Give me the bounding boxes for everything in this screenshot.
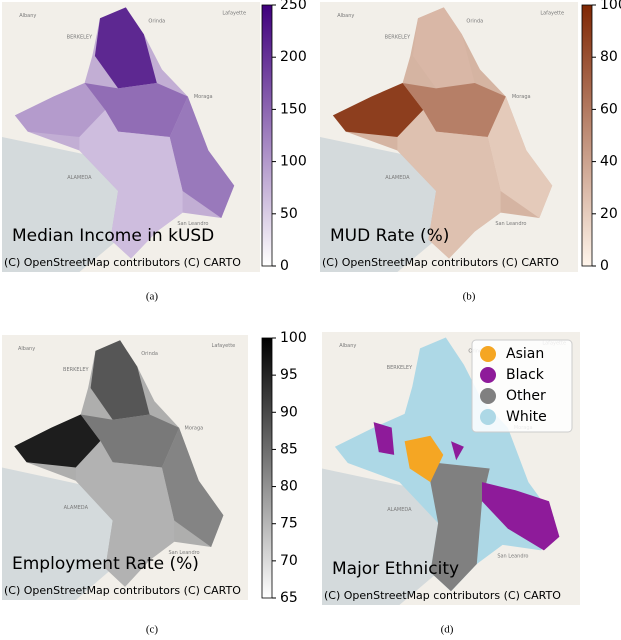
colorbar-tick-label: 100 [280,330,307,346]
place-name: ALAMEDA [385,175,410,181]
colorbar-tick-label: 200 [280,49,307,65]
place-name: Albany [19,13,36,19]
colorbar-tick-label: 75 [280,516,298,532]
region [79,110,183,259]
legend [471,339,573,433]
colorbar-tick-label: 0 [600,258,609,274]
region [451,441,464,461]
place-name: Moraga [512,94,531,100]
place-name: Orinda [148,18,165,24]
region [332,83,424,137]
region [80,414,180,468]
legend-swatch [480,409,496,425]
attribution: (C) OpenStreetMap contributors (C) CARTO [4,584,241,597]
place-name: Lafayette [212,343,236,349]
panel-title: MUD Rate (%) [330,226,449,246]
region [14,83,106,137]
panel-title: Employment Rate (%) [12,554,199,574]
place-name: Albany [337,13,354,19]
caption: (c) [146,624,159,636]
colorbar-tick-label: 0 [280,258,289,274]
colorbar-tick-label: 70 [280,553,298,569]
colorbar-tick-label: 60 [600,101,618,117]
region [430,463,490,592]
legend-swatch [480,367,496,383]
place-name: BERKELEY [385,35,411,41]
colorbar-tick-label: 250 [280,0,307,13]
place-name: San Leandro [495,221,526,227]
colorbar-tick-label: 100 [600,0,621,13]
place-name: Moraga [194,94,213,100]
region [482,482,560,551]
attribution: (C) OpenStreetMap contributors (C) CARTO [4,256,241,269]
caption: (a) [146,291,159,303]
place-name: Moraga [185,425,204,431]
place-name: San Leandro [177,221,208,227]
place-name: Orinda [466,18,483,24]
caption: (d) [441,624,454,636]
region [169,96,235,218]
place-name: ALAMEDA [64,505,89,511]
region [412,7,475,89]
colorbar-tick-label: 85 [280,441,298,457]
region [75,441,175,587]
place-name: BERKELEY [387,365,413,371]
legend-label: Asian [506,346,544,362]
place-name: ALAMEDA [67,175,92,181]
panel-title: Major Ethnicity [332,559,459,579]
colorbar-tick-label: 95 [280,367,298,383]
legend-swatch [480,346,496,362]
place-name: BERKELEY [67,35,93,41]
place-name: Albany [339,343,356,349]
region [161,427,224,547]
place-name: BERKELEY [63,367,89,373]
region [84,83,188,137]
colorbar-tick-label: 80 [280,479,298,495]
region [397,110,501,259]
region [90,340,150,420]
colorbar-tick-label: 100 [280,154,307,170]
place-name: Lafayette [540,10,564,16]
colorbar [261,337,273,599]
colorbar-tick-label: 20 [600,206,618,222]
legend-label: Black [506,367,545,383]
colorbar-tick-label: 150 [280,101,307,117]
colorbar-tick-label: 40 [600,154,618,170]
place-name: San Leandro [497,553,528,559]
place-name: Albany [18,346,35,352]
colorbar-tick-label: 65 [280,590,298,606]
place-name: Orinda [141,351,158,357]
region [487,96,553,218]
legend-label: Other [506,388,546,404]
colorbar-tick-label: 80 [600,49,618,65]
legend-label: White [506,409,547,425]
colorbar [261,4,273,267]
attribution: (C) OpenStreetMap contributors (C) CARTO [322,256,559,269]
place-name: Lafayette [222,10,246,16]
region [404,435,444,483]
legend-swatch [480,388,496,404]
panel-title: Median Income in kUSD [12,226,214,246]
region [94,7,157,89]
attribution: (C) OpenStreetMap contributors (C) CARTO [324,589,561,602]
colorbar-tick-label: 50 [280,206,298,222]
caption: (b) [463,291,476,303]
place-name: San Leandro [168,550,199,556]
colorbar-tick-label: 90 [280,404,298,420]
region [402,83,506,137]
colorbar [581,4,593,267]
region [14,414,101,468]
place-name: ALAMEDA [387,507,412,513]
region [373,422,395,455]
